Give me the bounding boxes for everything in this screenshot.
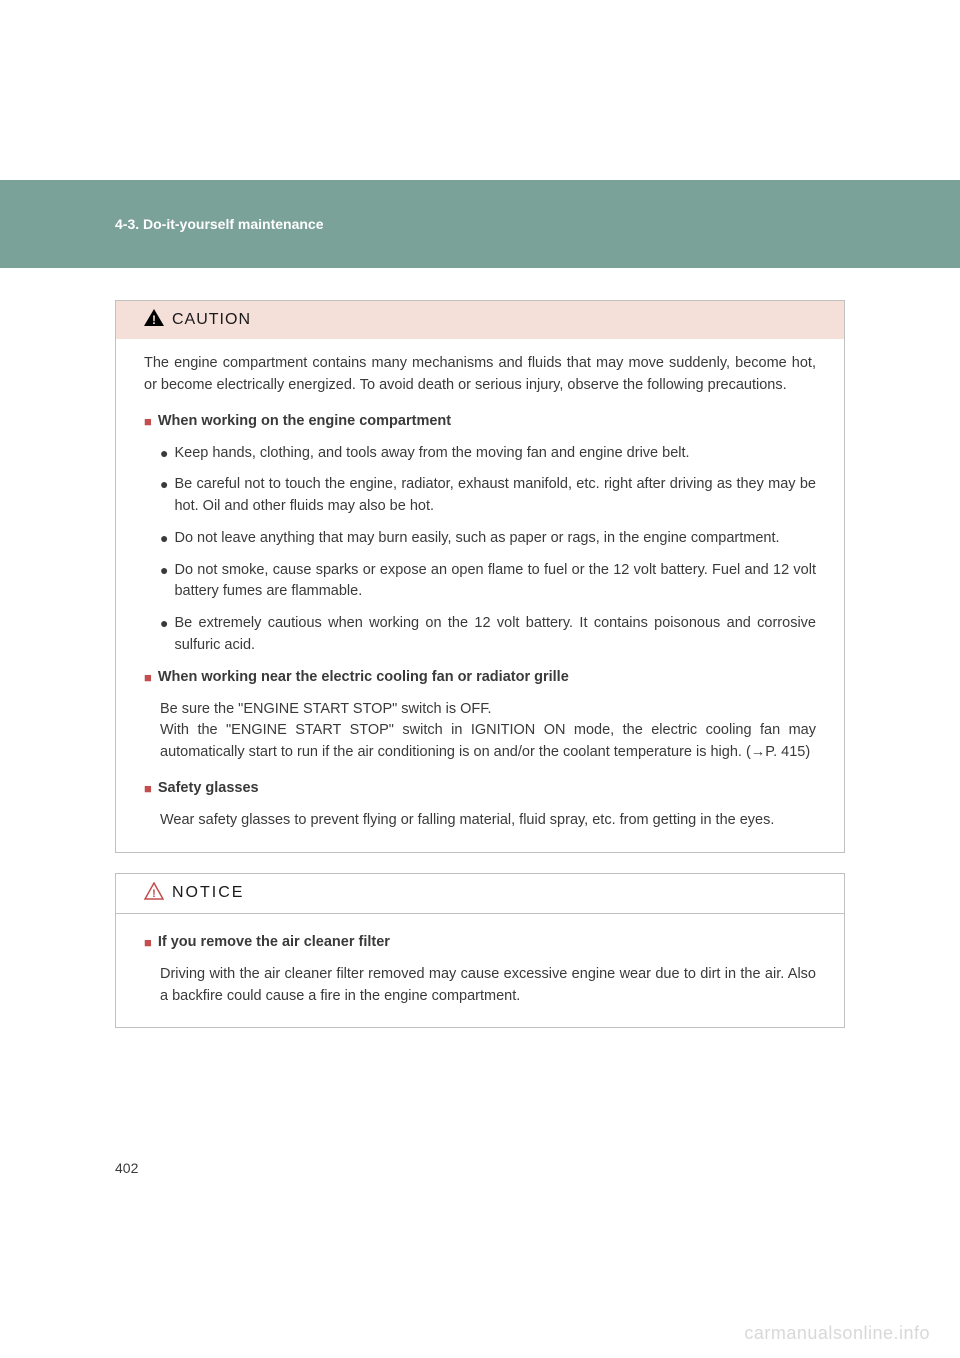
- bullet-text: Be extremely cautious when working on th…: [174, 613, 816, 657]
- notice-section1-heading: ■ If you remove the air cleaner filter: [144, 932, 816, 954]
- notice-box: ! NOTICE ■ If you remove the air cleaner…: [115, 873, 845, 1029]
- bullet-item: ● Do not leave anything that may burn ea…: [160, 528, 816, 550]
- bullet-icon: ●: [160, 474, 168, 495]
- caution-section3-heading: ■ Safety glasses: [144, 778, 816, 800]
- square-bullet-icon: ■: [144, 667, 152, 689]
- caution-section1-heading: ■ When working on the engine compartment: [144, 411, 816, 433]
- bullet-item: ● Be extremely cautious when working on …: [160, 613, 816, 657]
- caution-intro: The engine compartment contains many mec…: [144, 353, 816, 397]
- square-bullet-icon: ■: [144, 932, 152, 954]
- notice-triangle-icon: !: [144, 882, 164, 905]
- square-bullet-icon: ■: [144, 411, 152, 433]
- heading-text: When working near the electric cooling f…: [158, 667, 569, 689]
- bullet-icon: ●: [160, 528, 168, 549]
- notice-title: NOTICE: [172, 884, 244, 902]
- header-section-text: 4-3. Do-it-yourself maintenance: [115, 216, 324, 232]
- bullet-item: ● Do not smoke, cause sparks or expose a…: [160, 560, 816, 604]
- bullet-text: Do not leave anything that may burn easi…: [174, 528, 779, 550]
- svg-text:!: !: [152, 888, 156, 900]
- footer-brand: carmanualsonline.info: [744, 1323, 930, 1344]
- caution-title: CAUTION: [172, 311, 251, 329]
- section2-body: Be sure the "ENGINE START STOP" switch i…: [160, 699, 816, 764]
- caution-body: The engine compartment contains many mec…: [116, 339, 844, 852]
- content-area: ! CAUTION The engine compartment contain…: [115, 300, 845, 1028]
- heading-text: Safety glasses: [158, 778, 259, 800]
- bullet-icon: ●: [160, 443, 168, 464]
- bullet-item: ● Keep hands, clothing, and tools away f…: [160, 443, 816, 465]
- bullet-text: Do not smoke, cause sparks or expose an …: [174, 560, 816, 604]
- square-bullet-icon: ■: [144, 778, 152, 800]
- svg-text:!: !: [152, 313, 156, 326]
- section3-body: Wear safety glasses to prevent flying or…: [160, 810, 816, 832]
- bullet-icon: ●: [160, 613, 168, 634]
- caution-box: ! CAUTION The engine compartment contain…: [115, 300, 845, 853]
- heading-text: When working on the engine compartment: [158, 411, 451, 433]
- page-number: 402: [115, 1160, 138, 1176]
- header-band: 4-3. Do-it-yourself maintenance: [0, 180, 960, 268]
- bullet-text: Be careful not to touch the engine, radi…: [174, 474, 816, 518]
- warning-triangle-icon: !: [144, 309, 164, 331]
- notice-header: ! NOTICE: [116, 874, 844, 914]
- caution-header: ! CAUTION: [116, 301, 844, 339]
- bullet-item: ● Be careful not to touch the engine, ra…: [160, 474, 816, 518]
- heading-text: If you remove the air cleaner filter: [158, 932, 390, 954]
- notice-section1-body: Driving with the air cleaner filter remo…: [160, 964, 816, 1008]
- caution-section2-heading: ■ When working near the electric cooling…: [144, 667, 816, 689]
- bullet-icon: ●: [160, 560, 168, 581]
- bullet-text: Keep hands, clothing, and tools away fro…: [174, 443, 689, 465]
- notice-body: ■ If you remove the air cleaner filter D…: [116, 914, 844, 1028]
